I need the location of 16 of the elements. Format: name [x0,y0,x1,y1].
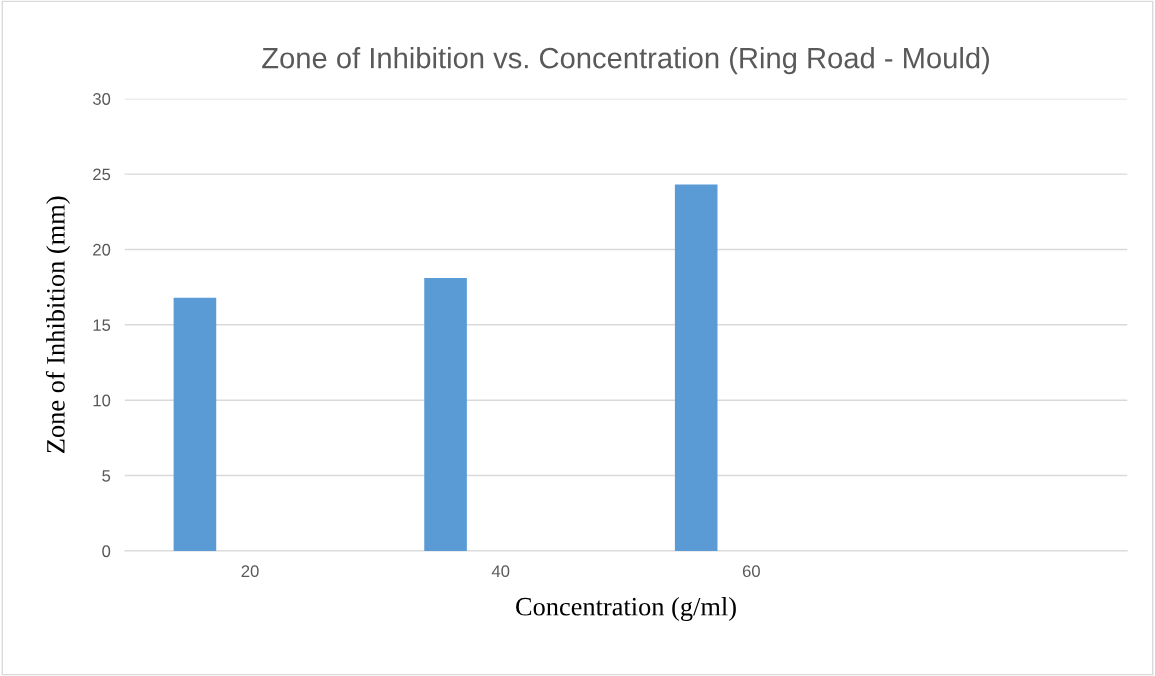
bar [424,278,467,551]
chart-title: Zone of Inhibition vs. Concentration (Ring Road - Mould) [262,47,989,75]
y-tick-label: 10 [93,394,111,407]
y-tick-label: 5 [102,470,111,482]
y-tick-label: 15 [93,319,111,332]
x-tick-label: 20 [241,565,259,578]
y-tick-label: 25 [93,168,111,181]
y-tick-label: 0 [102,545,111,558]
y-tick-label: 30 [92,93,111,105]
bar [674,184,718,551]
bar [173,297,217,551]
x-axis-title: Concentration (g/ml) [516,597,736,622]
x-tick-label: 60 [742,565,760,578]
y-tick-label: 20 [93,243,111,256]
x-tick-label: 40 [491,565,510,578]
y-axis-title: Zone of Inhibition (mm) [45,196,71,453]
